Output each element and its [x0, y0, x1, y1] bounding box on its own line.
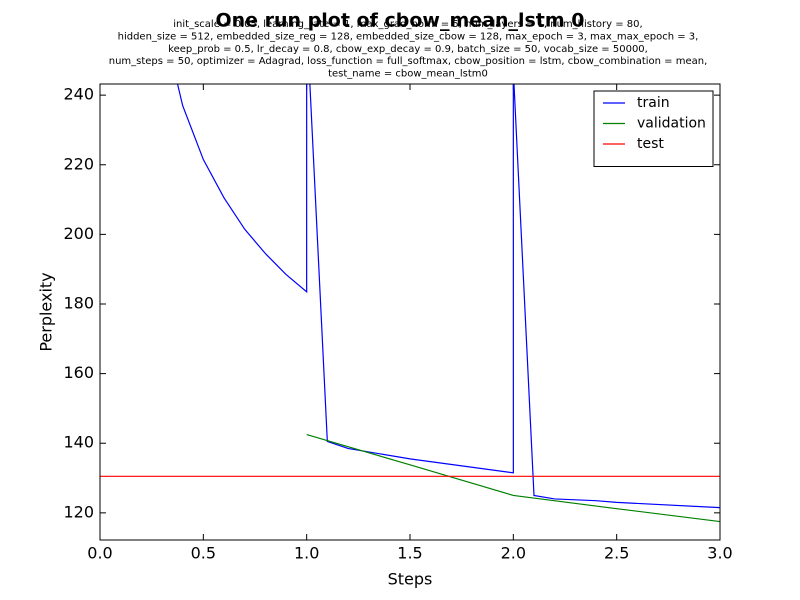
series-line: [176, 84, 720, 509]
subtitle-line: init_scale = 0.05, learning_rate = 1, ma…: [173, 19, 642, 30]
x-tick-label: 2.0: [501, 544, 526, 563]
x-tick-label: 1.0: [294, 544, 319, 563]
y-tick-label: 240: [63, 85, 94, 104]
subtitle-line: keep_prob = 0.5, lr_decay = 0.8, cbow_ex…: [168, 44, 648, 55]
x-tick-label: 0.5: [191, 544, 216, 563]
series-line: [306, 433, 720, 523]
legend-label: train: [637, 95, 670, 111]
y-tick-label: 200: [63, 224, 94, 243]
x-tick-label: 0.0: [87, 544, 112, 563]
subtitle-line: num_steps = 50, optimizer = Adagrad, los…: [109, 56, 708, 67]
x-tick-label: 2.5: [604, 544, 629, 563]
subtitle-line: test_name = cbow_mean_lstm0: [328, 69, 488, 80]
y-tick-label: 220: [63, 154, 94, 173]
y-tick-label: 160: [63, 363, 94, 382]
chart-title: One run plot of cbow_mean_lstm 0: [215, 10, 584, 32]
legend-label: test: [637, 136, 664, 152]
subtitle-line: hidden_size = 512, embedded_size_reg = 1…: [118, 31, 699, 42]
y-tick-label: 180: [63, 293, 94, 312]
legend-label: validation: [637, 116, 706, 132]
subtitle: init_scale = 0.05, learning_rate = 1, ma…: [109, 19, 708, 80]
x-tick-label: 1.5: [397, 544, 422, 563]
plot-frame: [99, 83, 721, 541]
x-tick-label: 3.0: [707, 544, 732, 563]
y-tick-label: 140: [63, 433, 94, 452]
y-tick-label: 120: [63, 502, 94, 521]
legend-box: [593, 90, 714, 167]
x-axis-label: Steps: [388, 570, 433, 589]
y-axis-label: Perplexity: [37, 272, 56, 351]
